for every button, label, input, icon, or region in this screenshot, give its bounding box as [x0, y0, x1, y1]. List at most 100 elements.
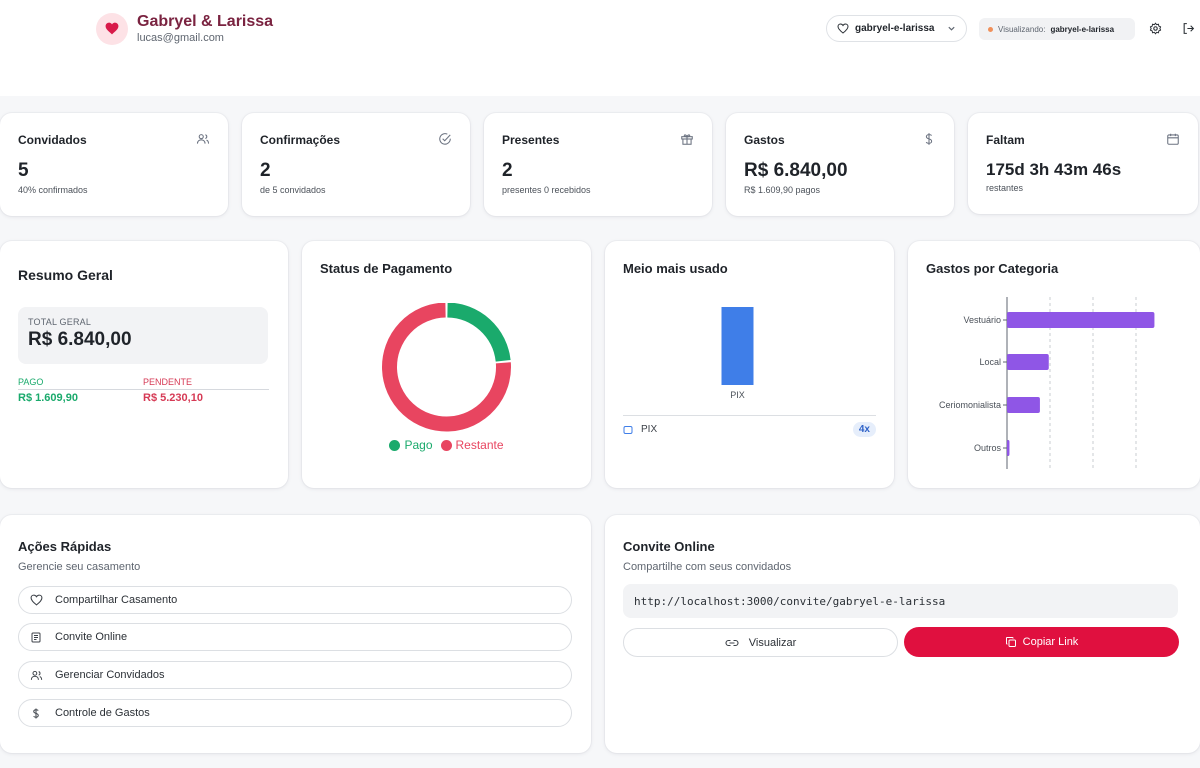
logout-button[interactable] — [1179, 19, 1197, 37]
pending-column: PENDENTE R$ 5.230,10 — [143, 377, 203, 404]
stat-card-countdown: Faltam 175d 3h 43m 46s restantes — [968, 113, 1198, 214]
viewing-indicator: Visualizando: gabryel-e-larissa — [979, 18, 1135, 40]
stat-title: Confirmações — [260, 133, 341, 147]
invite-url-field[interactable]: http://localhost:3000/convite/gabryel-e-… — [623, 584, 1178, 618]
user-email: lucas@gmail.com — [137, 32, 224, 44]
gift-icon — [681, 134, 693, 145]
category-bar-chart: Vestuário Local Ceriomonialista Outros — [939, 297, 1155, 469]
bar-label: PIX — [730, 390, 745, 400]
payment-method-card: Meio mais usado PIX PIX 4x — [605, 241, 894, 488]
quick-actions-title: Ações Rápidas — [18, 539, 112, 554]
stat-card-confirmations: Confirmações 2 de 5 convidados — [242, 113, 470, 216]
logout-icon — [1183, 22, 1194, 34]
donut-slice-pago — [447, 303, 511, 362]
quick-actions-subtitle: Gerencie seu casamento — [18, 561, 141, 573]
stat-subtext: de 5 convidados — [260, 185, 326, 195]
chevron-down-icon — [948, 26, 955, 31]
heart-logo-icon — [96, 12, 128, 45]
pix-icon — [623, 425, 633, 434]
category-label: Ceriomonialista — [939, 400, 1001, 410]
button-label: Visualizar — [748, 636, 797, 649]
payment-status-card: Status de Pagamento Pago Restante — [302, 241, 591, 488]
users-icon — [196, 134, 210, 144]
category-expenses-title: Gastos por Categoria — [926, 261, 1059, 276]
copy-link-button[interactable]: Copiar Link — [904, 627, 1179, 657]
check-circle-icon — [439, 133, 451, 145]
copy-icon — [1005, 637, 1016, 647]
paid-label: PAGO — [18, 377, 44, 387]
stat-subtext: presentes 0 recebidos — [502, 185, 591, 195]
payment-method-title: Meio mais usado — [623, 261, 728, 276]
manage-guests-button[interactable]: Gerenciar Convidados — [18, 661, 572, 689]
settings-button[interactable] — [1146, 19, 1164, 37]
expense-control-button[interactable]: Controle de Gastos — [18, 699, 572, 727]
view-invite-button[interactable]: Visualizar — [623, 628, 898, 657]
summary-card: Resumo Geral TOTAL GERAL R$ 6.840,00 PAG… — [0, 241, 288, 488]
online-invite-title: Convite Online — [623, 539, 715, 554]
stat-subtext: R$ 1.609,90 pagos — [744, 185, 821, 195]
payment-count-badge: 4x — [852, 422, 876, 437]
category-bar — [1007, 354, 1049, 370]
button-label: Copiar Link — [1022, 636, 1079, 648]
divider — [18, 389, 269, 390]
category-bar — [1007, 397, 1040, 413]
online-invite-card: Convite Online Compartilhe com seus conv… — [605, 515, 1200, 753]
divider — [623, 415, 876, 416]
users-icon — [29, 668, 43, 682]
stat-subtext: restantes — [986, 183, 1024, 193]
stat-title: Faltam — [986, 133, 1025, 147]
online-invite-subtitle: Compartilhe com seus convidados — [623, 561, 792, 573]
stat-card-expenses: Gastos R$ 6.840,00 R$ 1.609,90 pagos — [726, 113, 954, 216]
stat-subtext: 40% confirmados — [18, 185, 88, 195]
category-expenses-card: Gastos por Categoria Vestuário Local Cerio… — [908, 241, 1200, 488]
stat-value: 175d 3h 43m 46s — [986, 160, 1122, 179]
document-icon — [29, 630, 43, 644]
top-bar: Gabryel & Larissa lucas@gmail.com gabrye… — [0, 0, 1200, 96]
heart-icon — [29, 593, 43, 607]
viewing-label: Visualizando: — [998, 24, 1046, 34]
share-wedding-button[interactable]: Compartilhar Casamento — [18, 586, 572, 614]
button-label: Compartilhar Casamento — [55, 594, 178, 606]
brand: Gabryel & Larissa lucas@gmail.com — [96, 12, 273, 45]
online-invite-button[interactable]: Convite Online — [18, 623, 572, 651]
quick-actions-card: Ações Rápidas Gerencie seu casamento Com… — [0, 515, 591, 753]
stat-value: 2 — [502, 160, 513, 181]
dollar-icon — [29, 706, 43, 720]
legend-item-paid: Pago — [389, 438, 433, 452]
stat-value: R$ 6.840,00 — [744, 160, 848, 181]
stat-title: Gastos — [744, 133, 785, 147]
category-bar — [1007, 440, 1010, 456]
payment-method-row: PIX 4x — [623, 422, 876, 437]
total-value: R$ 6.840,00 — [28, 329, 132, 350]
stat-title: Convidados — [18, 133, 87, 147]
button-label: Controle de Gastos — [55, 707, 150, 719]
link-icon — [725, 639, 739, 646]
category-label: Outros — [974, 443, 1002, 453]
button-label: Gerenciar Convidados — [55, 669, 165, 681]
legend-dot — [440, 439, 452, 451]
category-bar — [1007, 312, 1155, 328]
donut-chart — [382, 303, 511, 432]
bar-pix — [721, 307, 754, 385]
pending-label: PENDENTE — [143, 377, 193, 387]
stat-card-gifts: Presentes 2 presentes 0 recebidos — [484, 113, 712, 216]
payment-status-title: Status de Pagamento — [320, 261, 453, 276]
payment-method-name: PIX — [641, 424, 658, 435]
couple-name: Gabryel & Larissa — [137, 13, 274, 30]
button-label: Convite Online — [55, 631, 128, 643]
payment-method-chart: PIX — [721, 307, 754, 400]
wedding-selector[interactable]: gabryel-e-larissa — [826, 15, 967, 42]
legend-dot — [389, 439, 401, 451]
viewing-value: gabryel-e-larissa — [1050, 24, 1115, 34]
paid-column: PAGO R$ 1.609,90 — [18, 377, 78, 404]
legend-item-rest: Restante — [440, 438, 504, 452]
stat-title: Presentes — [502, 133, 560, 147]
wedding-selector-value: gabryel-e-larissa — [855, 23, 935, 34]
pending-value: R$ 5.230,10 — [143, 392, 203, 404]
legend-label: Pago — [404, 438, 433, 452]
gear-icon — [1149, 22, 1161, 34]
donut-slice-restante — [382, 303, 511, 432]
heart-icon — [837, 23, 849, 34]
calendar-icon — [1167, 133, 1179, 145]
summary-title: Resumo Geral — [18, 267, 113, 283]
